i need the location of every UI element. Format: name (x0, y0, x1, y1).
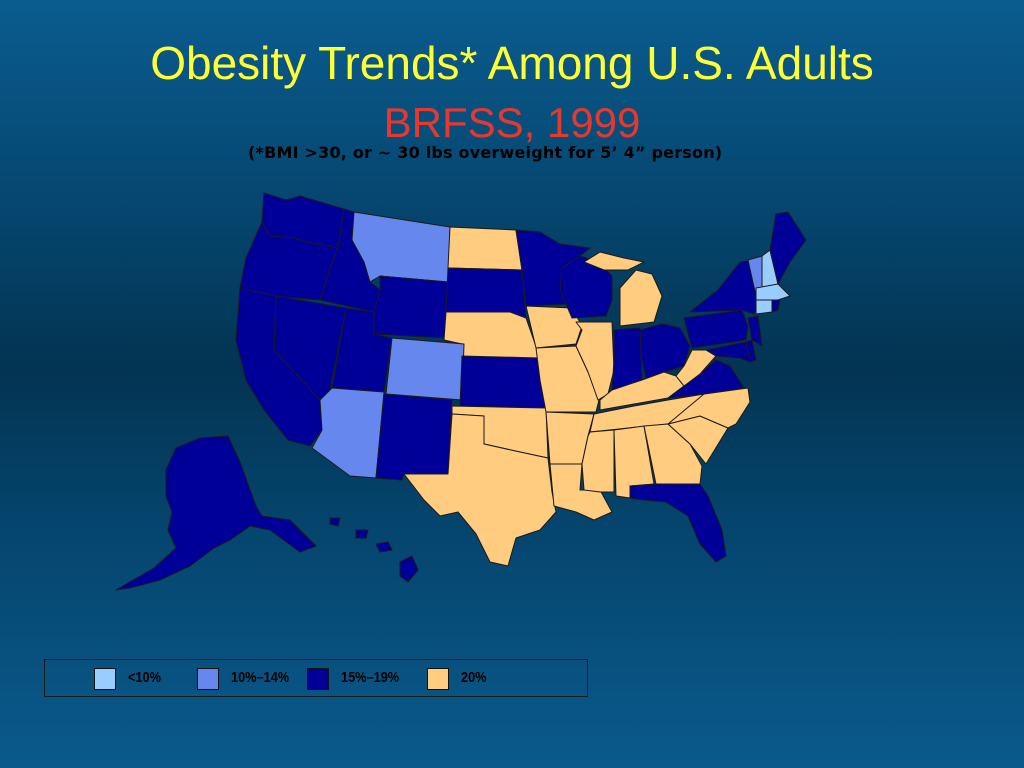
state-alaska (115, 435, 317, 591)
state-mississippi (581, 429, 615, 493)
state-new-jersey (747, 315, 763, 347)
legend-swatch (427, 668, 449, 690)
state-maryland (705, 341, 751, 363)
state-hawaii-maui (375, 541, 393, 553)
legend-swatch (94, 668, 116, 690)
state-connecticut (755, 299, 773, 315)
state-rhode-island (771, 299, 781, 313)
bmi-footnote: (*BMI >30, or ~ 30 lbs overweight for 5’… (248, 143, 723, 162)
state-texas (403, 413, 557, 567)
state-maine (769, 211, 807, 285)
slide-subtitle: BRFSS, 1999 (383, 99, 641, 146)
state-illinois (575, 321, 615, 401)
state-delaware (745, 339, 757, 363)
state-louisiana (549, 463, 613, 521)
state-arizona (311, 387, 385, 479)
state-new-mexico (375, 393, 453, 481)
slide-title: Obesity Trends* Among U.S. Adults (150, 37, 874, 89)
state-hawaii-oahu (355, 529, 369, 539)
state-massachusetts (755, 283, 791, 301)
state-california (235, 287, 323, 447)
legend-swatch (307, 668, 329, 690)
legend-label: 15%–19% (341, 669, 400, 686)
state-hawaii-big (399, 555, 419, 583)
state-colorado (385, 337, 465, 401)
state-michigan (583, 251, 663, 327)
state-florida (629, 483, 727, 563)
state-iowa (525, 305, 583, 349)
legend-swatch (197, 668, 219, 690)
legend-label: 20% (461, 669, 487, 686)
legend-label: 10%–14% (231, 669, 290, 686)
state-north-dakota (447, 226, 523, 271)
state-kansas (459, 355, 547, 409)
state-montana (351, 211, 451, 283)
state-pennsylvania (683, 309, 749, 349)
state-hawaii-kauai (329, 517, 341, 527)
legend-box: <10% 10%–14% 15%–19% 20% (44, 659, 588, 697)
state-wyoming (373, 275, 449, 339)
legend-label: <10% (128, 669, 161, 686)
state-south-dakota (445, 267, 527, 319)
